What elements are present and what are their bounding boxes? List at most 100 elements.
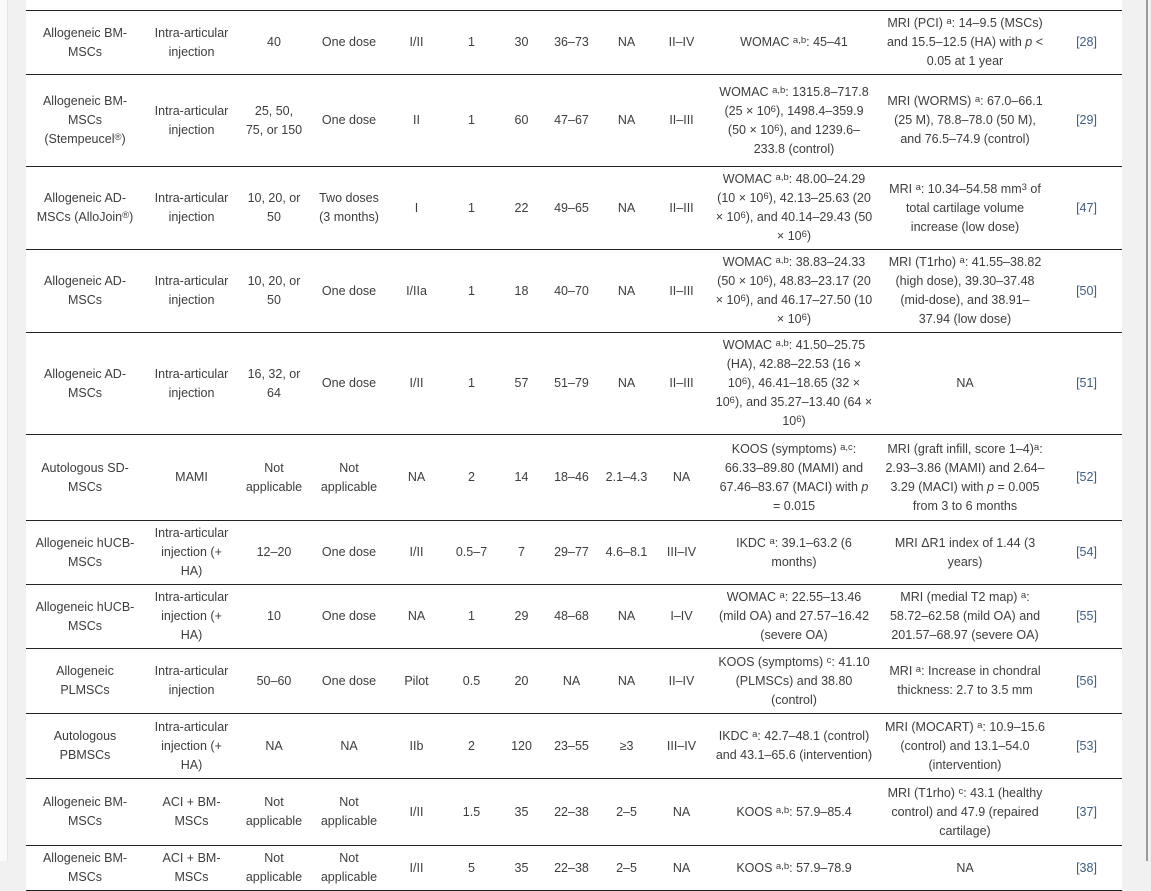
cell-kl-grade: II–IV	[668, 35, 695, 49]
table-row: Allogeneic AD-MSCs (AlloJoin®) Intra-arti…	[26, 167, 1122, 250]
table-row: Allogeneic BM-MSCs Intra-articular inject…	[26, 11, 1122, 75]
reference-link[interactable]: [28]	[1076, 35, 1097, 49]
cell-mri-outcome: MRI a: 10.34–54.58 mm3 of total cartilag…	[889, 181, 1041, 234]
cell-patient-count: 29	[514, 609, 529, 623]
cell-defect-size: 2.1–4.3	[605, 470, 648, 484]
cell-delivery-route: ACI + BM-MSCs	[162, 851, 221, 884]
reference-link[interactable]: [55]	[1076, 609, 1097, 623]
reference-link[interactable]: [54]	[1076, 545, 1097, 559]
table-row: Allogeneic hUCB-MSCs Intra-articular inje…	[26, 521, 1122, 585]
cell-defect-size: NA	[617, 376, 636, 390]
cell-delivery-route: Intra-articular injection	[154, 366, 229, 400]
cell-cell-type: Allogeneic PLMSCs	[56, 664, 114, 697]
cell-dose-regimen: One dose	[321, 673, 377, 688]
article-table-panel: Allogeneic BM-MSCs Intra-articular inject…	[26, 0, 1122, 891]
cell-dose-regimen: Two doses (3 months)	[319, 191, 379, 224]
cell-defect-size: 2–5	[616, 860, 637, 875]
cell-dose-regimen: One dose	[321, 545, 377, 559]
cell-kl-grade: II–III	[669, 200, 694, 215]
cell-delivery-route: Intra-articular injection (+ HA)	[154, 719, 229, 772]
cell-clinical-outcome: WOMAC a,b: 48.00–24.29 (10 × 106), 42.13…	[715, 172, 873, 243]
cell-age-range: 48–68	[554, 609, 589, 623]
cell-mri-outcome: NA	[956, 860, 974, 875]
cell-dose-regimen: One dose	[321, 283, 377, 298]
reference-link[interactable]: [29]	[1076, 113, 1097, 127]
cell-defect-size: NA	[617, 283, 636, 298]
table-row: Allogeneic AD-MSCs Intra-articular inject…	[26, 250, 1122, 333]
cell-age-range: 23–55	[554, 738, 589, 753]
cell-delivery-route: Intra-articular injection	[154, 25, 229, 59]
cell-followup-years: 1	[468, 113, 475, 127]
viewport-right-edge	[1146, 0, 1148, 861]
reference-link[interactable]: [52]	[1076, 470, 1097, 484]
table-row: Autologous PBMSCs Intra-articular injecti…	[26, 714, 1122, 779]
clinical-trials-table: Allogeneic BM-MSCs Intra-articular inject…	[26, 10, 1122, 891]
cell-dose: Not applicable	[245, 851, 303, 884]
cell-defect-size: 2–5	[616, 804, 637, 819]
cell-age-range: 40–70	[554, 283, 589, 298]
cell-defect-size: NA	[617, 113, 636, 127]
cell-followup-years: 1	[468, 200, 475, 215]
reference-link[interactable]: [56]	[1076, 673, 1097, 688]
cell-delivery-route: Intra-articular injection	[154, 103, 229, 137]
cell-dose-regimen: One dose	[321, 35, 377, 49]
cell-reference: [38]	[1051, 846, 1122, 891]
cell-mri-outcome: MRI (MOCART) a: 10.9–15.6 (control) and …	[885, 719, 1045, 772]
table-row: Allogeneic PLMSCs Intra-articular injecti…	[26, 649, 1122, 714]
cell-age-range: 49–65	[554, 200, 589, 215]
cell-dose-regimen: Not applicable	[320, 460, 378, 494]
cell-followup-years: 1	[468, 376, 475, 390]
reference-link[interactable]: [38]	[1076, 860, 1097, 875]
table-row: Allogeneic BM-MSCs ACI + BM-MSCs Not appli…	[26, 779, 1122, 846]
page-background: Allogeneic BM-MSCs Intra-articular inject…	[7, 0, 1148, 891]
cell-trial-phase: I/II	[409, 804, 424, 819]
cell-defect-size: NA	[617, 609, 636, 623]
table-row: Autologous SD-MSCs MAMI Not applicable Not …	[26, 435, 1122, 521]
reference-link[interactable]: [50]	[1076, 283, 1097, 298]
cell-patient-count: 20	[514, 673, 529, 688]
cell-dose-regimen: One dose	[321, 113, 377, 127]
cell-trial-phase: I	[414, 200, 419, 215]
reference-link[interactable]: [47]	[1076, 200, 1097, 215]
reference-link[interactable]: [51]	[1076, 376, 1097, 390]
cell-followup-years: 1	[468, 283, 475, 298]
cell-reference: [55]	[1051, 585, 1122, 649]
cell-defect-size: NA	[617, 673, 636, 688]
cell-kl-grade: NA	[672, 470, 691, 484]
cell-dose-regimen: NA	[340, 738, 358, 753]
cell-clinical-outcome: IKDC a: 39.1–63.2 (6 months)	[736, 535, 852, 569]
cell-dose: 12–20	[256, 545, 292, 559]
table-row: Allogeneic AD-MSCs Intra-articular inject…	[26, 333, 1122, 435]
cell-followup-years: 1	[468, 35, 475, 49]
cell-reference: [29]	[1051, 75, 1122, 167]
cell-trial-phase: I/II	[409, 860, 424, 875]
cell-kl-grade: NA	[672, 860, 691, 875]
cell-kl-grade: III–IV	[666, 545, 697, 559]
cell-age-range: NA	[562, 673, 581, 688]
reference-link[interactable]: [37]	[1076, 804, 1097, 819]
cell-cell-type: Allogeneic hUCB-MSCs	[35, 535, 135, 569]
cell-kl-grade: II–IV	[668, 673, 695, 688]
cell-trial-phase: I/II	[409, 545, 424, 559]
reference-link[interactable]: [53]	[1076, 738, 1097, 753]
cell-trial-phase: NA	[407, 470, 426, 484]
cell-defect-size: NA	[617, 35, 636, 49]
cell-reference: [52]	[1051, 435, 1122, 521]
cell-reference: [54]	[1051, 521, 1122, 585]
cell-mri-outcome: MRI a: Increase in chondral thickness: 2…	[889, 664, 1041, 697]
cell-patient-count: 35	[514, 860, 529, 875]
cell-defect-size: ≥3	[619, 738, 634, 753]
cell-clinical-outcome: WOMAC a: 22.55–13.46 (mild OA) and 27.57…	[718, 590, 870, 642]
cell-followup-years: 1	[468, 609, 475, 623]
cell-kl-grade: I–IV	[670, 609, 693, 623]
cell-defect-size: NA	[617, 200, 636, 215]
cell-dose: 50–60	[256, 673, 292, 688]
cell-followup-years: 2	[468, 470, 475, 484]
cell-patient-count: 14	[514, 470, 529, 484]
table-row: Allogeneic BM-MSCs (Stempeucel®) Intra-ar…	[26, 75, 1122, 167]
cell-dose-regimen: Not applicable	[320, 795, 378, 828]
cell-trial-phase: IIb	[409, 738, 424, 753]
cell-reference: [56]	[1051, 649, 1122, 714]
cell-patient-count: 7	[518, 545, 525, 559]
cell-age-range: 36–73	[554, 35, 589, 49]
